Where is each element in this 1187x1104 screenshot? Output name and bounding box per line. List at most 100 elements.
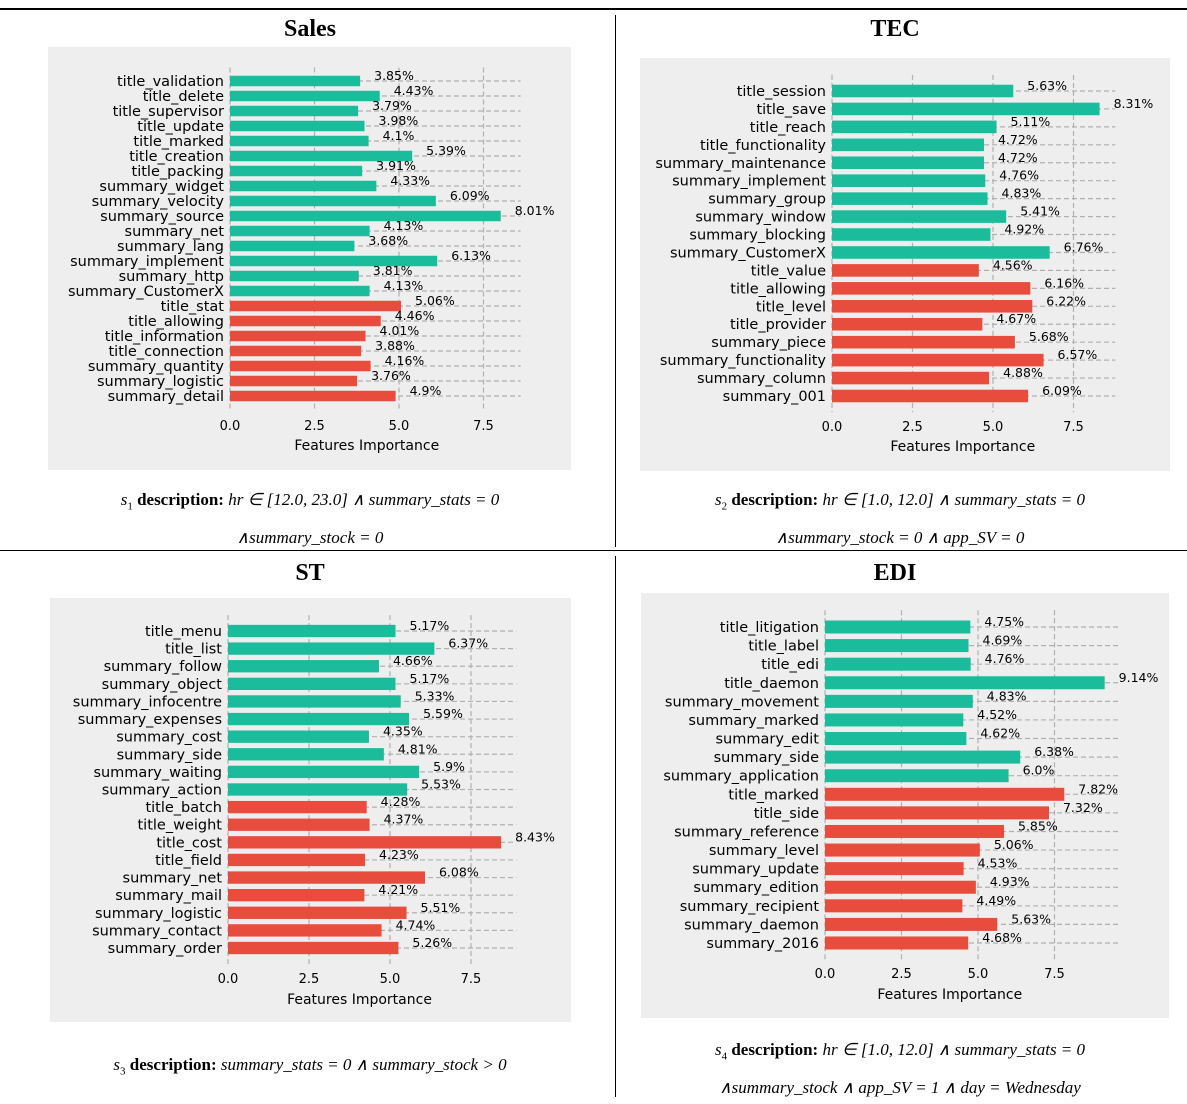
data-label: 5.59% bbox=[423, 706, 463, 721]
vertical-divider-bottom bbox=[615, 556, 616, 1097]
y-tick-label: title_delete bbox=[143, 89, 224, 105]
data-label: 5.63% bbox=[1027, 78, 1067, 93]
data-label: 4.35% bbox=[383, 724, 423, 739]
bar bbox=[832, 371, 990, 385]
data-label: 4.66% bbox=[393, 653, 433, 668]
y-tick-label: summary_order bbox=[108, 941, 222, 957]
y-tick-label: summary_waiting bbox=[93, 765, 222, 781]
bar bbox=[832, 228, 991, 241]
data-label: 4.88% bbox=[1003, 365, 1043, 380]
data-label: 3.88% bbox=[375, 338, 415, 353]
x-tick-label: 7.5 bbox=[461, 972, 482, 987]
data-label: 3.91% bbox=[376, 158, 416, 173]
bar bbox=[230, 165, 363, 177]
y-tick-label: summary_piece bbox=[711, 335, 826, 351]
bar bbox=[230, 375, 358, 387]
bar bbox=[228, 871, 425, 884]
caption-s4: s4 description: hr ∈ [1.0, 12.0] ∧ summa… bbox=[620, 1034, 1180, 1104]
y-tick-label: title_allowing bbox=[128, 314, 224, 330]
data-label: 6.09% bbox=[1042, 383, 1082, 398]
x-axis-label: Features Importance bbox=[294, 438, 439, 454]
bar bbox=[832, 156, 984, 170]
data-label: 6.38% bbox=[1034, 744, 1074, 759]
bar bbox=[230, 360, 371, 372]
data-label: 4.21% bbox=[378, 882, 418, 897]
data-label: 3.85% bbox=[374, 68, 414, 83]
caption-s2-line2: ∧summary_stock = 0 ∧ app_SV = 0 bbox=[775, 528, 1025, 548]
bar bbox=[228, 889, 365, 902]
bar bbox=[832, 246, 1050, 259]
data-label: 5.41% bbox=[1020, 204, 1060, 219]
bar bbox=[230, 345, 362, 357]
y-tick-label: title_marked bbox=[728, 787, 819, 803]
data-label: 6.09% bbox=[450, 188, 490, 203]
bar bbox=[228, 941, 399, 955]
bar bbox=[228, 730, 369, 743]
y-tick-label: summary_side bbox=[117, 747, 222, 763]
y-tick-label: title_information bbox=[105, 329, 224, 345]
bar bbox=[230, 180, 377, 192]
data-label: 4.33% bbox=[390, 173, 430, 188]
data-label: 5.9% bbox=[433, 759, 465, 774]
y-tick-label: title_save bbox=[756, 102, 826, 118]
y-tick-label: summary_functionality bbox=[660, 353, 827, 369]
y-tick-label: title_reach bbox=[750, 120, 826, 136]
y-tick-label: summary_action bbox=[102, 783, 222, 799]
bar bbox=[228, 695, 401, 708]
data-label: 4.62% bbox=[980, 726, 1020, 741]
y-tick-label: summary_blocking bbox=[689, 228, 826, 244]
y-tick-label: title_field bbox=[155, 853, 222, 869]
bar bbox=[230, 330, 366, 342]
x-tick-label: 5.0 bbox=[983, 420, 1004, 435]
bar bbox=[230, 315, 381, 327]
y-tick-label: title_edi bbox=[761, 657, 819, 673]
bar bbox=[825, 843, 980, 857]
y-tick-label: summary_contact bbox=[92, 923, 222, 939]
bar bbox=[825, 639, 969, 653]
data-label: 4.23% bbox=[379, 847, 419, 862]
data-label: 8.01% bbox=[515, 203, 555, 218]
bar bbox=[832, 84, 1014, 98]
bar bbox=[230, 285, 370, 297]
bar bbox=[228, 642, 435, 655]
data-label: 5.06% bbox=[994, 837, 1034, 852]
data-label: 6.16% bbox=[1044, 275, 1084, 290]
data-label: 5.17% bbox=[410, 671, 450, 686]
y-tick-label: summary_widget bbox=[99, 179, 224, 195]
vertical-divider bbox=[615, 15, 616, 547]
caption-s3: s3 description: summary_stats = 0 ∧ summ… bbox=[10, 1049, 610, 1087]
bar bbox=[825, 620, 971, 634]
bar bbox=[230, 240, 355, 252]
data-label: 4.74% bbox=[396, 917, 436, 932]
bar bbox=[230, 90, 380, 102]
x-tick-label: 7.5 bbox=[1063, 420, 1084, 435]
data-label: 6.22% bbox=[1046, 293, 1086, 308]
data-label: 5.26% bbox=[412, 935, 452, 950]
y-tick-label: summary_logistic bbox=[97, 374, 224, 390]
data-label: 8.31% bbox=[1114, 96, 1154, 111]
data-label: 4.53% bbox=[978, 856, 1018, 871]
y-tick-label: title_batch bbox=[145, 800, 222, 816]
data-label: 4.83% bbox=[1002, 186, 1042, 201]
y-tick-label: title_packing bbox=[132, 164, 224, 180]
bar bbox=[832, 300, 1033, 313]
data-label: 8.43% bbox=[515, 829, 555, 844]
bar bbox=[825, 769, 1009, 783]
bar bbox=[825, 732, 967, 746]
data-label: 5.06% bbox=[415, 293, 455, 308]
bar bbox=[230, 255, 438, 267]
bar bbox=[230, 135, 369, 147]
data-label: 4.1% bbox=[383, 128, 415, 143]
bar bbox=[825, 676, 1105, 690]
bar bbox=[825, 936, 969, 950]
data-label: 5.53% bbox=[421, 777, 461, 792]
y-tick-label: summary_follow bbox=[104, 659, 223, 675]
bar bbox=[825, 657, 971, 671]
y-tick-label: summary_update bbox=[692, 862, 819, 878]
y-tick-label: summary_net bbox=[123, 871, 223, 887]
bar bbox=[228, 800, 367, 814]
bar bbox=[228, 836, 502, 849]
data-label: 4.28% bbox=[381, 794, 421, 809]
y-tick-label: summary_source bbox=[100, 209, 224, 225]
